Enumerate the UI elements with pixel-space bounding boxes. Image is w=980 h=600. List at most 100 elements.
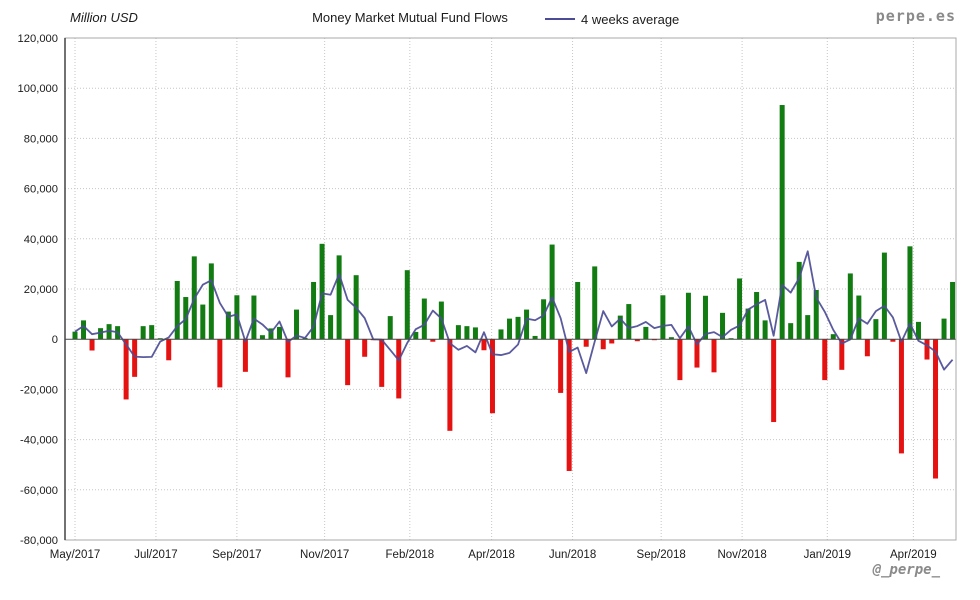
flow-bar [200, 304, 206, 340]
y-tick-label: 20,000 [24, 284, 58, 296]
flow-bar [268, 328, 274, 340]
y-axis-title: Million USD [70, 10, 138, 25]
flow-bar [745, 308, 751, 340]
flow-bar [754, 292, 760, 340]
legend-label: 4 weeks average [581, 11, 680, 27]
flow-bar [464, 326, 470, 340]
flow-bar [123, 339, 129, 400]
y-tick-label: 0 [52, 334, 58, 346]
flow-bar [285, 339, 291, 378]
y-tick-label: 40,000 [24, 234, 58, 246]
flow-bar [345, 339, 351, 386]
flow-bar [626, 304, 632, 340]
flow-bar [592, 266, 598, 340]
flow-bar [481, 339, 487, 351]
flow-bar [174, 280, 180, 340]
flow-bar [915, 321, 921, 340]
y-tick-label: 60,000 [24, 184, 58, 196]
flow-bar [822, 339, 828, 381]
flow-bar [251, 295, 257, 340]
axes [64, 37, 957, 541]
flow-bar [89, 339, 95, 351]
flow-bar [694, 339, 700, 368]
x-tick-label: Apr/2018 [468, 549, 515, 561]
flow-bar [805, 315, 811, 340]
site-watermark: perpe.es [875, 7, 956, 25]
x-tick-label: Nov/2018 [717, 549, 766, 561]
flow-bar [455, 325, 461, 340]
flow-bar [643, 326, 649, 340]
flow-bar [873, 319, 879, 340]
flow-bar [720, 312, 726, 340]
flow-bar [941, 318, 947, 340]
x-tick-label: Jun/2018 [549, 549, 596, 561]
flow-bar [217, 339, 223, 388]
y-tick-label: -40,000 [20, 435, 58, 447]
flow-bar [796, 261, 802, 340]
flow-bar [132, 339, 138, 377]
y-tick-label: -80,000 [20, 535, 58, 547]
y-tick-label: 120,000 [18, 33, 58, 45]
flow-bar [779, 105, 785, 340]
flow-bar [532, 335, 538, 340]
flow-bar [396, 339, 402, 399]
flow-bar [788, 323, 794, 340]
flow-bar [660, 295, 666, 340]
flow-bar [319, 243, 325, 340]
flow-bar [507, 318, 513, 340]
x-tick-label: Sep/2018 [637, 549, 686, 561]
flow-bar [149, 325, 155, 340]
flow-bar [771, 339, 777, 423]
flow-bar [890, 339, 896, 342]
y-tick-label: -20,000 [20, 384, 58, 396]
flow-bar [242, 339, 248, 372]
flow-bar [677, 339, 683, 381]
flow-bar [549, 244, 555, 340]
flow-bars [72, 105, 956, 479]
flow-bar [924, 339, 930, 360]
flow-bar [362, 339, 368, 357]
flow-bar [81, 320, 87, 340]
flow-bar [489, 339, 495, 414]
flow-bar [898, 339, 904, 454]
y-tick-label: 100,000 [18, 83, 58, 95]
x-tick-label: May/2017 [50, 549, 101, 561]
flow-bar [72, 331, 78, 340]
flow-bar [933, 339, 939, 479]
flow-bar [847, 273, 853, 340]
flow-bar [498, 329, 504, 340]
average-line [74, 250, 954, 375]
flow-bar [762, 320, 768, 340]
flow-bar [702, 295, 708, 340]
y-tick-label: -60,000 [20, 485, 58, 497]
flow-bar [430, 339, 436, 342]
x-tick-label: Jul/2017 [134, 549, 177, 561]
flow-bar [907, 246, 913, 340]
flow-bar [668, 337, 674, 340]
flow-bar [225, 311, 231, 340]
x-tick-label: Sep/2017 [212, 549, 261, 561]
flow-bar [617, 315, 623, 340]
chart-title: Money Market Mutual Fund Flows [312, 10, 508, 25]
flow-bar [404, 270, 410, 340]
flow-bar [950, 281, 956, 340]
handle-watermark: @_perpe_ [872, 562, 940, 578]
flow-bar [379, 339, 385, 387]
flow-bar [166, 339, 172, 361]
flow-bar [140, 326, 146, 340]
flow-bar [472, 327, 478, 340]
x-tick-label: Nov/2017 [300, 549, 349, 561]
flow-bar [711, 339, 717, 373]
x-tick-label: Apr/2019 [890, 549, 937, 561]
flow-bar [387, 316, 393, 340]
flow-bar [259, 335, 265, 340]
y-tick-label: 80,000 [24, 133, 58, 145]
flow-bar [839, 339, 845, 370]
flow-bar [447, 339, 453, 431]
flow-bar [830, 334, 836, 340]
flow-bar [328, 315, 334, 340]
flow-bar [524, 309, 530, 340]
flow-bar [294, 309, 300, 340]
